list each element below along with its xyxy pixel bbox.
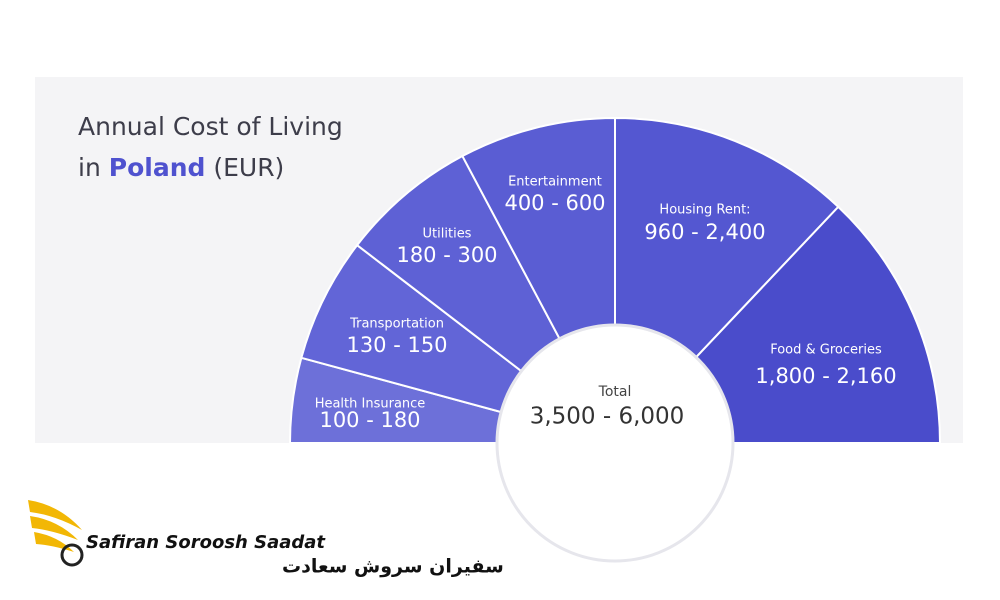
segment-range: 1,800 - 2,160 [755,364,896,388]
title-suffix: (EUR) [213,153,284,182]
title-line2: in Poland (EUR) [78,153,284,182]
total-range: 3,500 - 6,000 [530,404,685,430]
segment-label: Utilities [423,227,472,242]
segment-range: 960 - 2,400 [644,220,765,244]
brand-name-fa: سفیران سروش سعادت [282,556,504,578]
segment-label: Health Insurance [315,397,426,412]
segment-range: 100 - 180 [319,408,420,432]
brand-name: Safiran Soroosh Saadat [86,532,326,553]
logo-wing [30,516,78,540]
segment-label: Food & Groceries [770,343,882,358]
center-circle [495,323,735,563]
segment-range: 180 - 300 [396,243,497,267]
segment-label: Entertainment [508,175,602,190]
total-label: Total [598,384,632,400]
segment-range: 130 - 150 [346,333,447,357]
segment-range: 400 - 600 [504,191,605,215]
segment-label: Transportation [349,317,444,332]
logo: Safiran Soroosh Saadat سفیران سروش سعادت [28,500,504,578]
title-highlight: Poland [109,153,206,182]
segment-label: Housing Rent: [659,203,750,218]
logo-wing [28,500,82,530]
title-prefix: in [78,153,101,182]
logo-swirl [60,543,84,567]
title-line1: Annual Cost of Living [78,112,343,141]
